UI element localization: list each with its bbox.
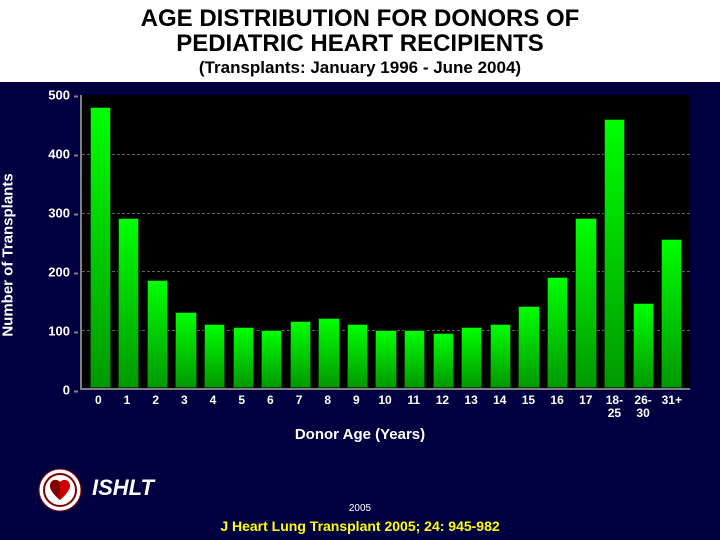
bars-container [82,95,690,388]
x-tick: 3 [170,392,199,420]
bar-slot [572,95,601,388]
bar [661,239,682,388]
bar-slot [115,95,144,388]
footer: ISHLT 2005 J Heart Lung Transplant 2005;… [0,503,720,534]
bar [575,218,596,388]
bar [290,321,311,388]
bar-slot [315,95,344,388]
bar [433,333,454,389]
bar-slot [658,95,687,388]
bar-slot [172,95,201,388]
title-line1: AGE DISTRIBUTION FOR DONORS OF [0,6,720,31]
bar-slot [600,95,629,388]
x-tick: 13 [457,392,486,420]
bar-slot [143,95,172,388]
bar-slot [286,95,315,388]
ishlt-logo-icon [38,468,82,512]
bar-slot [343,95,372,388]
bar-slot [429,95,458,388]
x-axis-label: Donor Age (Years) [0,426,720,443]
bar [490,324,511,388]
x-tick: 18- 25 [600,392,629,420]
bar-slot [257,95,286,388]
bar [147,280,168,388]
bar-slot [629,95,658,388]
x-tick: 1 [113,392,142,420]
citation: J Heart Lung Transplant 2005; 24: 945-98… [0,518,720,534]
x-ticks: 0123456789101112131415161718- 2526- 3031… [80,392,690,420]
plot-area [80,95,690,390]
x-tick: 14 [485,392,514,420]
year-label: 2005 [0,503,720,514]
bar [404,330,425,389]
bar-slot [458,95,487,388]
x-tick: 9 [342,392,371,420]
bar-slot [229,95,258,388]
bar [375,330,396,389]
bar [633,303,654,388]
x-tick: 7 [285,392,314,420]
y-axis-label: Number of Transplants [0,174,17,337]
bar-slot [200,95,229,388]
x-tick: 31+ [657,392,686,420]
bar [318,318,339,388]
bar-slot [86,95,115,388]
x-tick: 10 [371,392,400,420]
bar-slot [400,95,429,388]
x-tick: 12 [428,392,457,420]
y-tick: 200 [48,265,70,280]
bar [347,324,368,388]
title-block: AGE DISTRIBUTION FOR DONORS OF PEDIATRIC… [0,0,720,82]
x-tick: 2 [141,392,170,420]
x-tick: 6 [256,392,285,420]
bar [90,107,111,388]
x-tick: 0 [84,392,113,420]
x-tick: 17 [571,392,600,420]
x-tick: 26- 30 [629,392,658,420]
y-tick: 100 [48,324,70,339]
y-ticks: 0100200300400500 [20,95,76,390]
x-tick: 5 [227,392,256,420]
bar [518,306,539,388]
title-line2: PEDIATRIC HEART RECIPIENTS [0,31,720,56]
x-tick: 4 [199,392,228,420]
chart-area: Number of Transplants 0100200300400500 0… [20,90,700,420]
bar [461,327,482,389]
y-tick: 300 [48,206,70,221]
bar [233,327,254,389]
y-tick: 500 [48,88,70,103]
bar-slot [543,95,572,388]
bar [604,119,625,389]
bar [175,312,196,388]
bar-slot [372,95,401,388]
y-tick: 0 [63,383,70,398]
org-label: ISHLT [92,475,154,501]
bar-slot [486,95,515,388]
bar [547,277,568,388]
bar [261,330,282,389]
y-tick: 400 [48,147,70,162]
x-tick: 16 [543,392,572,420]
x-tick: 11 [399,392,428,420]
subtitle: (Transplants: January 1996 - June 2004) [0,58,720,82]
bar-slot [515,95,544,388]
x-tick: 8 [313,392,342,420]
x-tick: 15 [514,392,543,420]
bar [118,218,139,388]
bar [204,324,225,388]
